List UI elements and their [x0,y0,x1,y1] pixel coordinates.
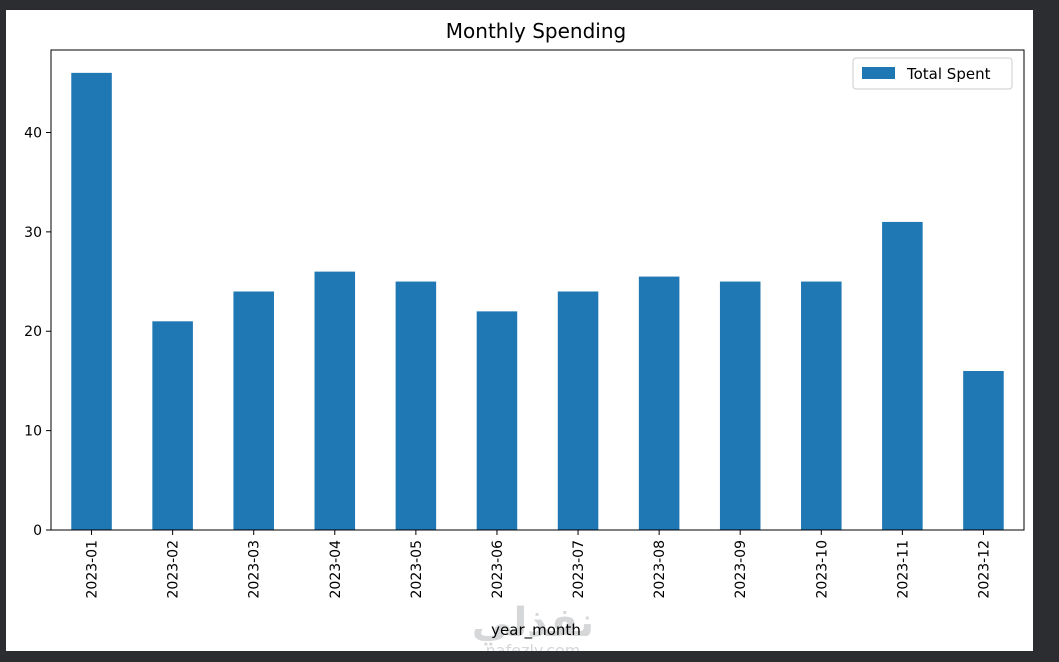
chart-canvas: Monthly Spending 0 10 20 30 40 2023-01 2023-0… [6,10,1033,651]
x-tick-label: 2023-11 [895,540,911,599]
bar-2023-09 [719,281,761,530]
y-tick-label: 30 [24,225,42,241]
x-tick-label: 2023-06 [490,540,506,599]
x-tick-label: 2023-08 [652,540,668,599]
legend: Total Spent [852,57,1013,90]
bar-2023-10 [801,281,842,530]
bar-2023-07 [557,291,599,530]
legend-swatch [862,67,895,79]
watermark-url: nafezly.com [486,641,581,651]
x-tick-label: 2023-03 [247,540,263,599]
bar-2023-03 [233,291,274,530]
x-tick-label: 2023-01 [85,540,101,599]
bar-2023-01 [71,72,112,530]
y-tick-label: 0 [33,523,42,539]
x-tick-label: 2023-04 [328,540,344,599]
bar-2023-11 [882,221,923,530]
bar-2023-08 [638,276,680,530]
bar-2023-06 [476,311,518,530]
x-tick-label: 2023-09 [733,540,749,599]
x-axis-label: year_month [491,621,581,640]
y-tick-label: 20 [24,324,42,340]
x-tick-label: 2023-10 [814,540,830,599]
bar-2023-04 [314,271,356,530]
bar-2023-02 [152,321,193,530]
legend-box [852,57,1013,90]
x-axis-ticks: 2023-01 2023-02 2023-03 2023-04 2023-05 2023-… [85,530,992,599]
y-axis-ticks: 0 10 20 30 40 [24,125,51,539]
bars-group [71,72,1004,530]
bar-2023-05 [395,281,437,530]
y-tick-label: 40 [24,125,42,141]
watermark-logo: نفذلي [472,600,594,646]
x-tick-label: 2023-07 [571,540,587,599]
plot-frame [50,49,1025,531]
x-tick-label: 2023-12 [976,540,992,599]
x-tick-label: 2023-05 [409,540,425,599]
x-tick-label: 2023-02 [166,540,182,599]
watermark: نفذلي nafezly.com [472,600,594,651]
bar-2023-12 [963,370,1004,530]
legend-label: Total Spent [906,65,991,83]
chart-title: Monthly Spending [446,19,626,43]
y-tick-label: 10 [24,424,42,440]
